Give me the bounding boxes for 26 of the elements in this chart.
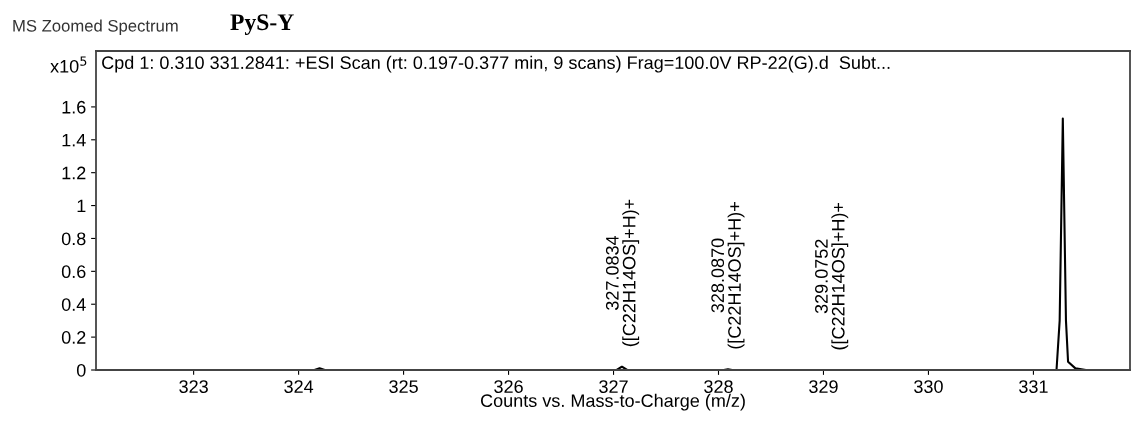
annotation: 327.0834 ([C22H14OS]+H)+: [605, 199, 640, 347]
x-tick-label: 327: [599, 380, 628, 393]
x-tick-label: 326: [494, 380, 523, 393]
y-tick-label: 1.6: [62, 100, 86, 114]
x-tick-label: 325: [389, 380, 418, 393]
y-tick-label: 1.2: [62, 166, 86, 180]
x-tick-label: 330: [914, 380, 943, 393]
annotation: 328.0870 ([C22H14OS]+H)+: [711, 202, 745, 349]
annotation: Cpd 1: 0.310 331.2841: +ESI Scan (rt: 0.197-0.377 min, 9 scans) Frag=100.0V RP-22(G).d Subt...: [102, 55, 890, 73]
x-tick-label: 324: [284, 380, 314, 393]
chart-subtitle: PyS-Y: [230, 14, 294, 35]
y-tick-label: 1: [77, 199, 86, 213]
y-tick-label: 0.2: [61, 331, 86, 344]
x-tick-label: 331: [1019, 380, 1048, 393]
y-axis-title: x10$^{5}$: [50, 56, 87, 73]
x-axis-title: Counts vs. Mass-to-Charge (m/z): [480, 393, 745, 411]
chart-title: MS Zoomed Spectrum: [13, 19, 178, 35]
y-tick-label: 0.4: [61, 298, 86, 311]
y-tick-label: 1.4: [62, 133, 86, 147]
x-tick-label: 323: [179, 380, 208, 393]
x-tick-label: 329: [809, 380, 838, 393]
annotation: 329.0752 ([C22H14OS]+H)+: [815, 202, 849, 350]
y-tick-label: 0.8: [61, 232, 86, 246]
y-tick-label: 0: [76, 363, 86, 377]
x-tick-label: 328: [704, 380, 733, 393]
y-tick-label: 0.6: [61, 265, 86, 279]
